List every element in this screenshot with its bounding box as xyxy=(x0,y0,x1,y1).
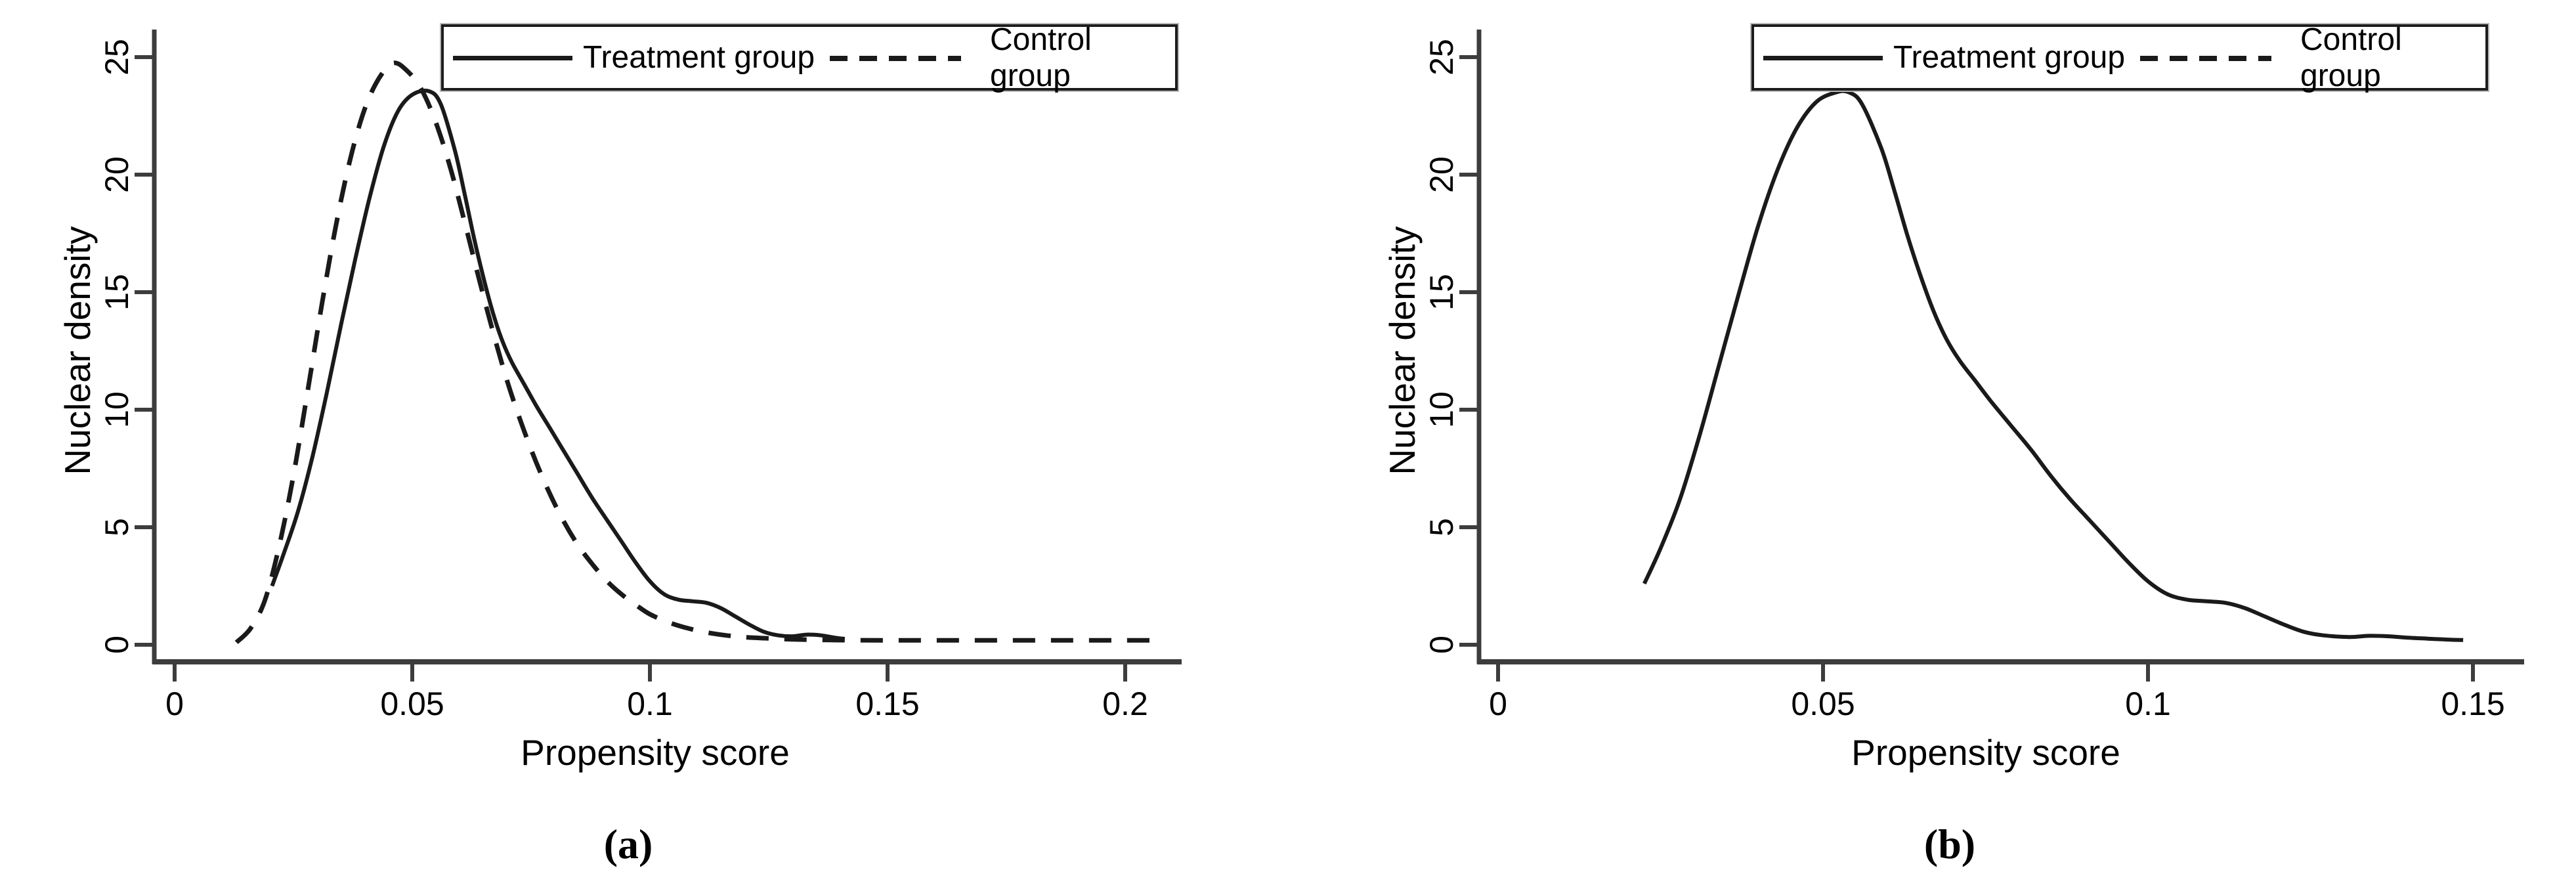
y-tick-label: 20 xyxy=(98,156,135,193)
solid-line-swatch xyxy=(1763,56,1883,60)
y-tick-label: 5 xyxy=(1423,518,1460,536)
dashed-line-swatch xyxy=(830,56,961,61)
x-tick-label: 0.15 xyxy=(2441,685,2505,722)
dashed-line-swatch xyxy=(2140,56,2271,61)
legend-label-control: Control group xyxy=(990,22,1092,93)
x-tick-label: 0.2 xyxy=(1102,685,1148,722)
y-tick-label: 10 xyxy=(1423,391,1460,428)
panel-b xyxy=(1459,30,2524,682)
x-tick-label: 0 xyxy=(165,685,184,722)
y-tick-label: 25 xyxy=(98,39,135,76)
y-axis-title-a: Nuclear density xyxy=(57,226,98,475)
legend-panel-a: Treatment group Control group xyxy=(440,22,1179,93)
panel-caption-b: (b) xyxy=(1923,821,1976,867)
control-group-curve xyxy=(234,60,1159,644)
y-tick-label: 5 xyxy=(98,518,135,536)
panel-caption-a: (a) xyxy=(603,821,653,867)
legend-label-treatment: Treatment group xyxy=(583,40,815,75)
y-axis-title-b: Nuclear density xyxy=(1382,226,1423,475)
x-axis-title-a: Propensity score xyxy=(521,732,790,773)
y-tick-label: 15 xyxy=(1423,274,1460,311)
y-tick-label: 0 xyxy=(98,636,135,654)
x-tick-label: 0.15 xyxy=(855,685,920,722)
solid-line-swatch xyxy=(453,56,572,60)
x-tick-label: 0 xyxy=(1489,685,1507,722)
x-tick-label: 0.1 xyxy=(2125,685,2171,722)
legend-panel-b: Treatment group Control group xyxy=(1750,22,2489,93)
y-tick-label: 25 xyxy=(1423,39,1460,76)
legend-label-treatment: Treatment group xyxy=(1893,40,2126,75)
y-tick-label: 10 xyxy=(98,391,135,428)
x-axis-title-b: Propensity score xyxy=(1851,732,2120,773)
treatment-group-curve xyxy=(270,89,846,641)
treatment-group-curve xyxy=(1642,89,2464,642)
x-tick-label: 0.1 xyxy=(627,685,673,722)
y-tick-label: 15 xyxy=(98,274,135,311)
legend-label-control: Control group xyxy=(2300,22,2402,93)
y-tick-label: 20 xyxy=(1423,156,1460,193)
y-tick-label: 0 xyxy=(1423,636,1460,654)
x-tick-label: 0.05 xyxy=(1791,685,1855,722)
panel-a xyxy=(135,30,1182,682)
x-tick-label: 0.05 xyxy=(380,685,444,722)
